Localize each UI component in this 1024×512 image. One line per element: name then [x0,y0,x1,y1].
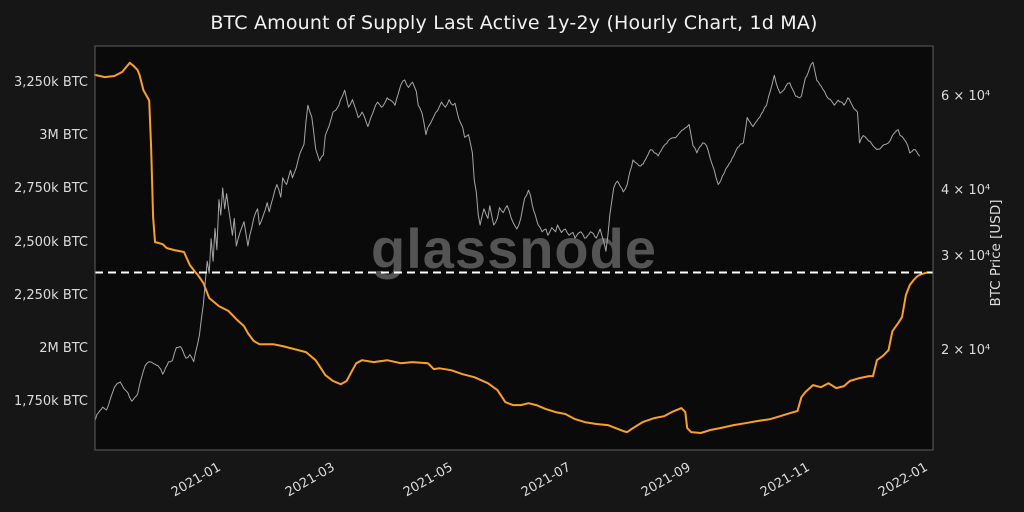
y-left-tick-label: 2,250k BTC [13,287,88,303]
y-left-tick-label: 2,750k BTC [13,181,88,197]
plot-background [95,46,933,450]
y-right-tick-label: 6 × 10⁴ [941,88,991,104]
y-right-tick-label: 3 × 10⁴ [941,249,991,265]
y-left-tick-label: 2M BTC [39,341,88,357]
y-left-tick-label: 3,250k BTC [13,75,88,91]
right-axis-title: BTC Price [USD] [988,199,1004,307]
y-right-tick-label: 4 × 10⁴ [941,182,991,198]
y-left-tick-label: 3M BTC [39,128,88,144]
chart-title: BTC Amount of Supply Last Active 1y-2y (… [210,12,818,34]
series-line-price [94,61,920,422]
y-right-tick-label: 2 × 10⁴ [941,343,991,359]
series-line-supply [94,61,929,434]
y-left-tick-label: 1,750k BTC [13,394,88,410]
plot-border [94,45,934,451]
y-left-tick-label: 2,500k BTC [13,234,88,250]
glassnode-watermark: glassnode [371,217,657,280]
